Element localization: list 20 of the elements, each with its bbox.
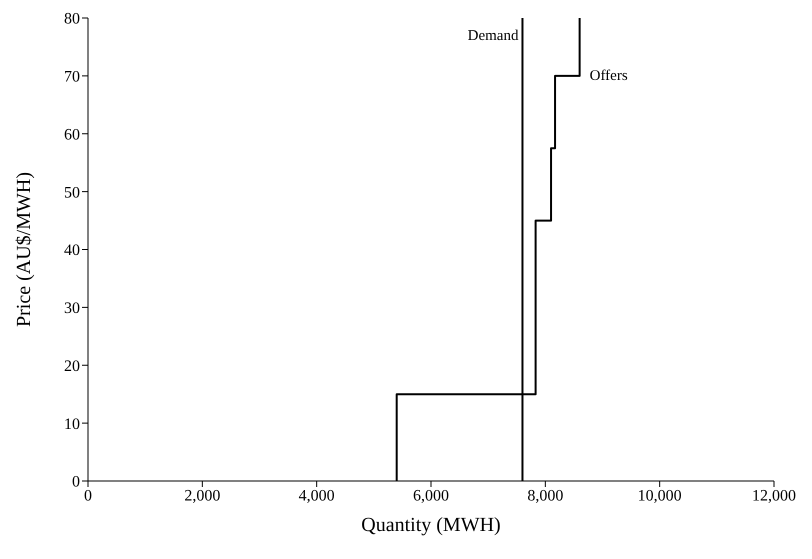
x-tick-label: 12,000: [752, 487, 796, 504]
y-tick-label: 40: [64, 242, 80, 260]
y-tick-label: 10: [64, 416, 80, 433]
y-tick-label: 80: [64, 10, 80, 28]
x-tick-label: 8,000: [527, 487, 564, 504]
x-tick-label: 0: [84, 487, 92, 504]
y-tick-label: 0: [72, 474, 80, 491]
y-tick-label: 30: [64, 300, 80, 318]
x-tick-label: 6,000: [413, 487, 449, 504]
x-tick-label: 4,000: [298, 487, 335, 504]
x-axis-title: Quantity (MWH): [361, 514, 501, 536]
x-tick-label: 10,000: [638, 487, 682, 504]
y-tick-label: 60: [64, 126, 80, 144]
series-label: Offers: [590, 68, 628, 84]
y-tick-label: 20: [64, 358, 80, 375]
y-axis-title: Price (AU$/MWH): [13, 172, 36, 327]
y-tick-label: 50: [64, 184, 80, 202]
series-label: Demand: [468, 28, 519, 44]
y-tick-label: 70: [64, 68, 80, 86]
x-tick-label: 2,000: [184, 487, 220, 504]
